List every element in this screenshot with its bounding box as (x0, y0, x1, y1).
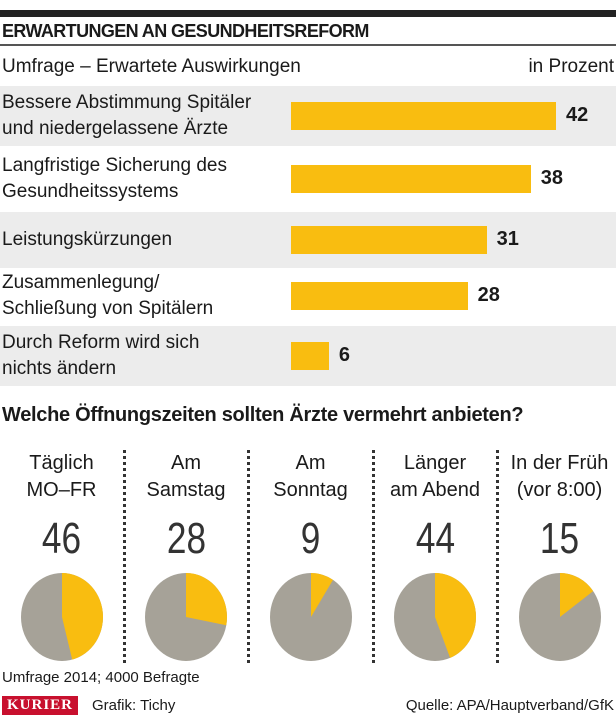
bar-label-line: Langfristige Sicherung des (2, 155, 227, 176)
pie (145, 573, 227, 661)
bar-label: Bessere Abstimmung Spitäler und niedergel… (2, 90, 251, 142)
pie (20, 573, 103, 661)
bar (291, 342, 329, 370)
pie (518, 573, 601, 661)
pie-label-line: Sonntag (273, 479, 348, 501)
pie-label-line: Am (171, 452, 201, 474)
pie-label: Täglich MO–FR (0, 450, 123, 506)
divider (0, 44, 616, 46)
column-separator (496, 450, 499, 663)
bar-row: Leistungskürzungen 31 (0, 212, 616, 268)
bar (291, 226, 487, 254)
pie-label-line: In der Früh (510, 452, 609, 474)
bar-value: 31 (496, 228, 519, 250)
pie-slice-share (186, 573, 227, 626)
pie-label-line: (vor 8:00) (516, 479, 603, 501)
pie-label: Am Samstag (125, 450, 248, 506)
pie (394, 573, 476, 661)
pie-label: Länger am Abend (374, 450, 497, 506)
pie-section-title: Welche Öffnungszeiten sollten Ärzte verm… (2, 404, 524, 426)
top-bar (0, 10, 616, 17)
pie-label-line: Täglich (29, 452, 94, 474)
pie-slice-share (559, 573, 593, 617)
source: Quelle: APA/Hauptverband/GfK (405, 697, 614, 714)
bar-subtitle: Umfrage – Erwartete Auswirkungen (2, 56, 301, 77)
chart-title: ERWARTUNGEN AN GESUNDHEITSREFORM (2, 21, 369, 41)
bar-label-line: und niedergelassene Ärzte (2, 118, 229, 139)
bar-label-line: Schließung von Spitälern (2, 298, 214, 319)
bar-row: Bessere Abstimmung Spitäler und niedergel… (0, 86, 616, 146)
bar-label-line: Gesundheitssystems (2, 181, 179, 202)
pie-column: Am Sonntag 9 (249, 450, 372, 662)
column-separator (122, 450, 126, 663)
kurier-logo: KURIER (2, 696, 79, 715)
pie-value: 15 (539, 514, 580, 563)
pie-slice-share (310, 573, 333, 617)
bar-row: Zusammenlegung/Schließung von Spitälern 2… (0, 268, 616, 324)
pie-label-line: MO–FR (26, 479, 97, 501)
bar-label-line: Zusammenlegung/ (2, 272, 160, 293)
pie-label: In der Früh (vor 8:00) (498, 450, 616, 506)
pie (269, 573, 352, 661)
bar-unit: in Prozent (528, 56, 614, 77)
pie-label-line: Am (295, 452, 326, 474)
bar-label: Durch Reform wird sich nichts ändern (2, 330, 199, 382)
pie-column: Am Samstag 28 (125, 450, 248, 662)
bar-value: 42 (566, 104, 589, 126)
bar (291, 282, 468, 310)
column-separator (371, 450, 375, 663)
bar-value: 38 (540, 167, 563, 189)
bar-value: 6 (338, 344, 350, 366)
pie-value: 44 (415, 514, 455, 563)
bar-label: Zusammenlegung/Schließung von Spitälern (2, 270, 213, 322)
pie-value: 46 (41, 514, 82, 563)
pie-value: 9 (300, 514, 321, 563)
column-separator (247, 450, 250, 663)
pie-column: Länger am Abend 44 (374, 450, 497, 662)
pie-column: Täglich MO–FR 46 (0, 450, 123, 662)
bar-label-line: Durch Reform wird sich (2, 332, 200, 353)
pie-column: In der Früh (vor 8:00) 15 (498, 450, 616, 662)
bar-label: Leistungskürzungen (2, 227, 172, 253)
graphic-credit: Grafik: Tichy (92, 697, 176, 714)
bar-label-line: Bessere Abstimmung Spitäler (2, 92, 252, 113)
bar-label: Langfristige Sicherung des Gesundheitssys… (2, 153, 227, 205)
bar-label-line: Leistungskürzungen (2, 229, 173, 250)
survey-note: Umfrage 2014; 4000 Befragte (2, 669, 200, 686)
bar-row: Durch Reform wird sich nichts ändern 6 (0, 326, 616, 386)
bar-value: 28 (477, 284, 500, 306)
bar (291, 165, 531, 193)
bar-row: Langfristige Sicherung des Gesundheitssys… (0, 149, 616, 209)
pie-slice-share (61, 573, 103, 660)
pie-value: 28 (166, 514, 206, 563)
pie-label-line: am Abend (389, 479, 481, 501)
pie-label: Am Sonntag (249, 450, 372, 506)
bar (291, 102, 556, 130)
pie-label-line: Länger (403, 452, 467, 474)
bar-label-line: nichts ändern (2, 358, 117, 379)
pie-slice-share (435, 573, 476, 658)
pie-label-line: Samstag (146, 479, 226, 501)
